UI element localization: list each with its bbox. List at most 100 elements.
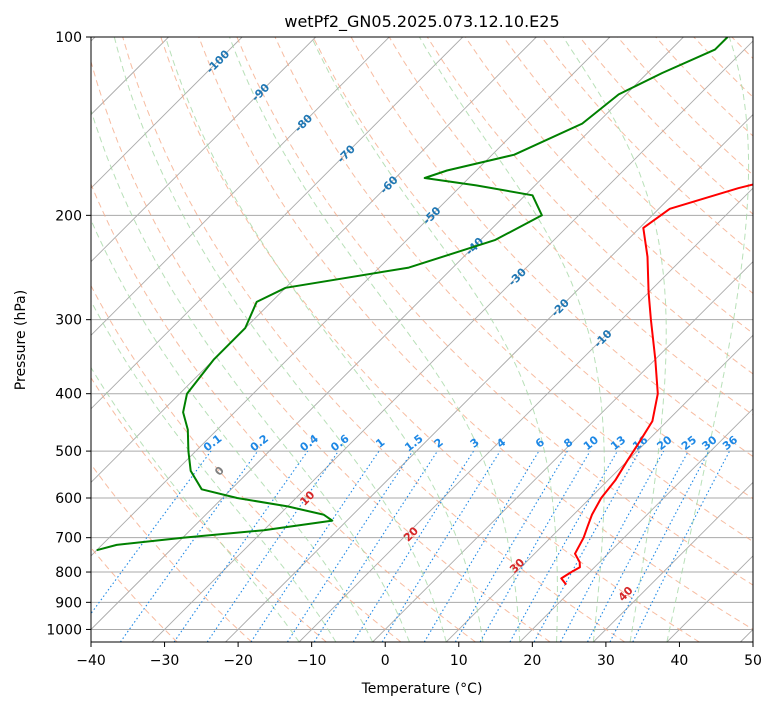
- mixing-ratio-line: [509, 450, 618, 642]
- isobar-gridlines: [91, 37, 753, 630]
- x-tick-label: −10: [297, 653, 327, 669]
- dry-adiabat-line: [693, 37, 753, 98]
- isotherm-line: [593, 481, 753, 642]
- dry-adiabat-label: -80: [292, 112, 315, 135]
- x-axis: −40 −30 −20 −10 0 10 20 30 40 50: [76, 642, 762, 669]
- isotherm-line: [91, 37, 243, 189]
- mixing-ratio-label: 1: [373, 436, 387, 451]
- dry-adiabat-line: [91, 59, 551, 642]
- y-tick-label: 500: [55, 444, 82, 460]
- mixing-ratio-line: [632, 450, 731, 642]
- mixing-ratio-label: 4: [494, 435, 508, 450]
- mixing-ratio-line: [560, 450, 665, 642]
- dry-adiabat-line: [770, 37, 775, 642]
- mixing-ratio-line: [91, 450, 212, 615]
- y-tick-label: 1000: [46, 622, 82, 638]
- dry-adiabat-line: [502, 37, 753, 294]
- y-axis: 100 200 300 400 500 600 700 800 900 1000: [46, 30, 91, 638]
- isotherm-line: [519, 408, 753, 642]
- isotherm-line: [225, 113, 753, 642]
- isotherm-line: [666, 555, 753, 642]
- moist-adiabat-line: [91, 366, 300, 642]
- dry-adiabat-line: [464, 37, 753, 335]
- x-tick-label: −30: [150, 653, 180, 669]
- x-tick-label: −20: [223, 653, 253, 669]
- dry-adiabat-line: [91, 284, 402, 642]
- moist-adiabat-line: [229, 37, 521, 642]
- plot-frame: [90, 36, 754, 643]
- mixing-ratio-label: 13: [608, 433, 628, 453]
- mixing-ratio-line: [533, 450, 640, 642]
- y-tick-label: 900: [55, 595, 82, 611]
- x-tick-label: 30: [597, 653, 615, 669]
- dry-adiabat-line: [198, 37, 753, 630]
- dry-adiabat-label: -60: [377, 173, 400, 196]
- isotherm-line: [740, 628, 753, 642]
- dry-adiabat-line: [91, 376, 327, 642]
- dry-adiabat-line: [350, 37, 753, 458]
- dry-adiabat-line: [91, 182, 476, 642]
- x-tick-label: 0: [381, 653, 390, 669]
- dry-adiabat-label: 20: [401, 524, 421, 544]
- mixing-ratio-line: [381, 450, 501, 642]
- isotherm-line: [151, 40, 753, 642]
- dry-adiabat-line: [655, 37, 753, 137]
- dewpoint-profile-line: [96, 37, 729, 552]
- y-tick-label: 200: [55, 208, 82, 224]
- y-axis-label: Pressure (hPa): [13, 290, 29, 390]
- mixing-ratio-line: [119, 450, 259, 642]
- mixing-ratio-line: [173, 450, 309, 642]
- x-tick-label: 50: [744, 653, 762, 669]
- mixing-ratio-line: [352, 450, 475, 642]
- moist-adiabat-line: [311, 37, 558, 642]
- mixing-ratio-label: 3: [468, 436, 482, 451]
- y-tick-label: 800: [55, 565, 82, 581]
- mixing-ratio-line: [587, 450, 689, 642]
- isotherm-line: [372, 261, 753, 642]
- y-tick-label: 400: [55, 387, 82, 403]
- dry-adiabat-label: 40: [616, 584, 636, 604]
- chart-title: wetPf2_GN05.2025.073.12.10.E25: [284, 12, 559, 32]
- moist-adiabat-line: [666, 37, 750, 642]
- y-tick-label: 300: [55, 313, 82, 329]
- dry-adiabats: [91, 37, 775, 642]
- moist-adiabat-line: [113, 37, 447, 642]
- dry-adiabat-line: [388, 37, 753, 416]
- dry-adiabat-line: [274, 37, 753, 543]
- moist-adiabat-line: [91, 300, 337, 642]
- x-axis-label: Temperature (°C): [361, 681, 483, 697]
- x-tick-label: −40: [76, 653, 106, 669]
- y-tick-label: 700: [55, 531, 82, 547]
- isotherm-line: [91, 37, 537, 483]
- moist-adiabat-line: [91, 108, 410, 642]
- y-tick-label: 600: [55, 491, 82, 507]
- dry-adiabat-label: -20: [549, 296, 572, 319]
- x-tick-label: 10: [450, 653, 468, 669]
- isotherm-gridlines: [91, 37, 753, 642]
- moist-adiabat-line: [91, 218, 374, 642]
- dry-adiabat-label: -10: [591, 327, 614, 350]
- dry-adiabat-line: [122, 37, 625, 642]
- isotherm-line: [445, 334, 753, 642]
- isotherm-line: [91, 37, 390, 336]
- mixing-ratio-line: [454, 450, 568, 642]
- mixing-ratio-line: [313, 450, 438, 642]
- mixing-ratio-label: 8: [561, 436, 575, 451]
- temperature-profile-line: [560, 183, 753, 586]
- isotherm-line: [91, 37, 611, 557]
- isotherm-line: [91, 37, 684, 631]
- mixing-ratio-line: [206, 450, 339, 642]
- plot-area: 0.1 0.2 0.4 0.6 1 1.5 2 3 4 6 8 10 13 16 20 25 30 36-100-…: [91, 37, 775, 642]
- dry-adiabat-label: 0: [212, 464, 227, 479]
- isotherm-line: [91, 37, 316, 263]
- moist-adiabat-line: [418, 37, 605, 642]
- dry-adiabat-line: [617, 37, 753, 176]
- mixing-ratio-line: [286, 450, 414, 642]
- x-tick-label: 40: [671, 653, 689, 669]
- mixing-ratio-label: 30: [699, 433, 719, 453]
- dry-adiabat-label: -100: [204, 47, 233, 76]
- moist-adiabat-line: [562, 37, 667, 642]
- moist-adiabats: [91, 37, 750, 642]
- dry-adiabat-line: [91, 463, 253, 642]
